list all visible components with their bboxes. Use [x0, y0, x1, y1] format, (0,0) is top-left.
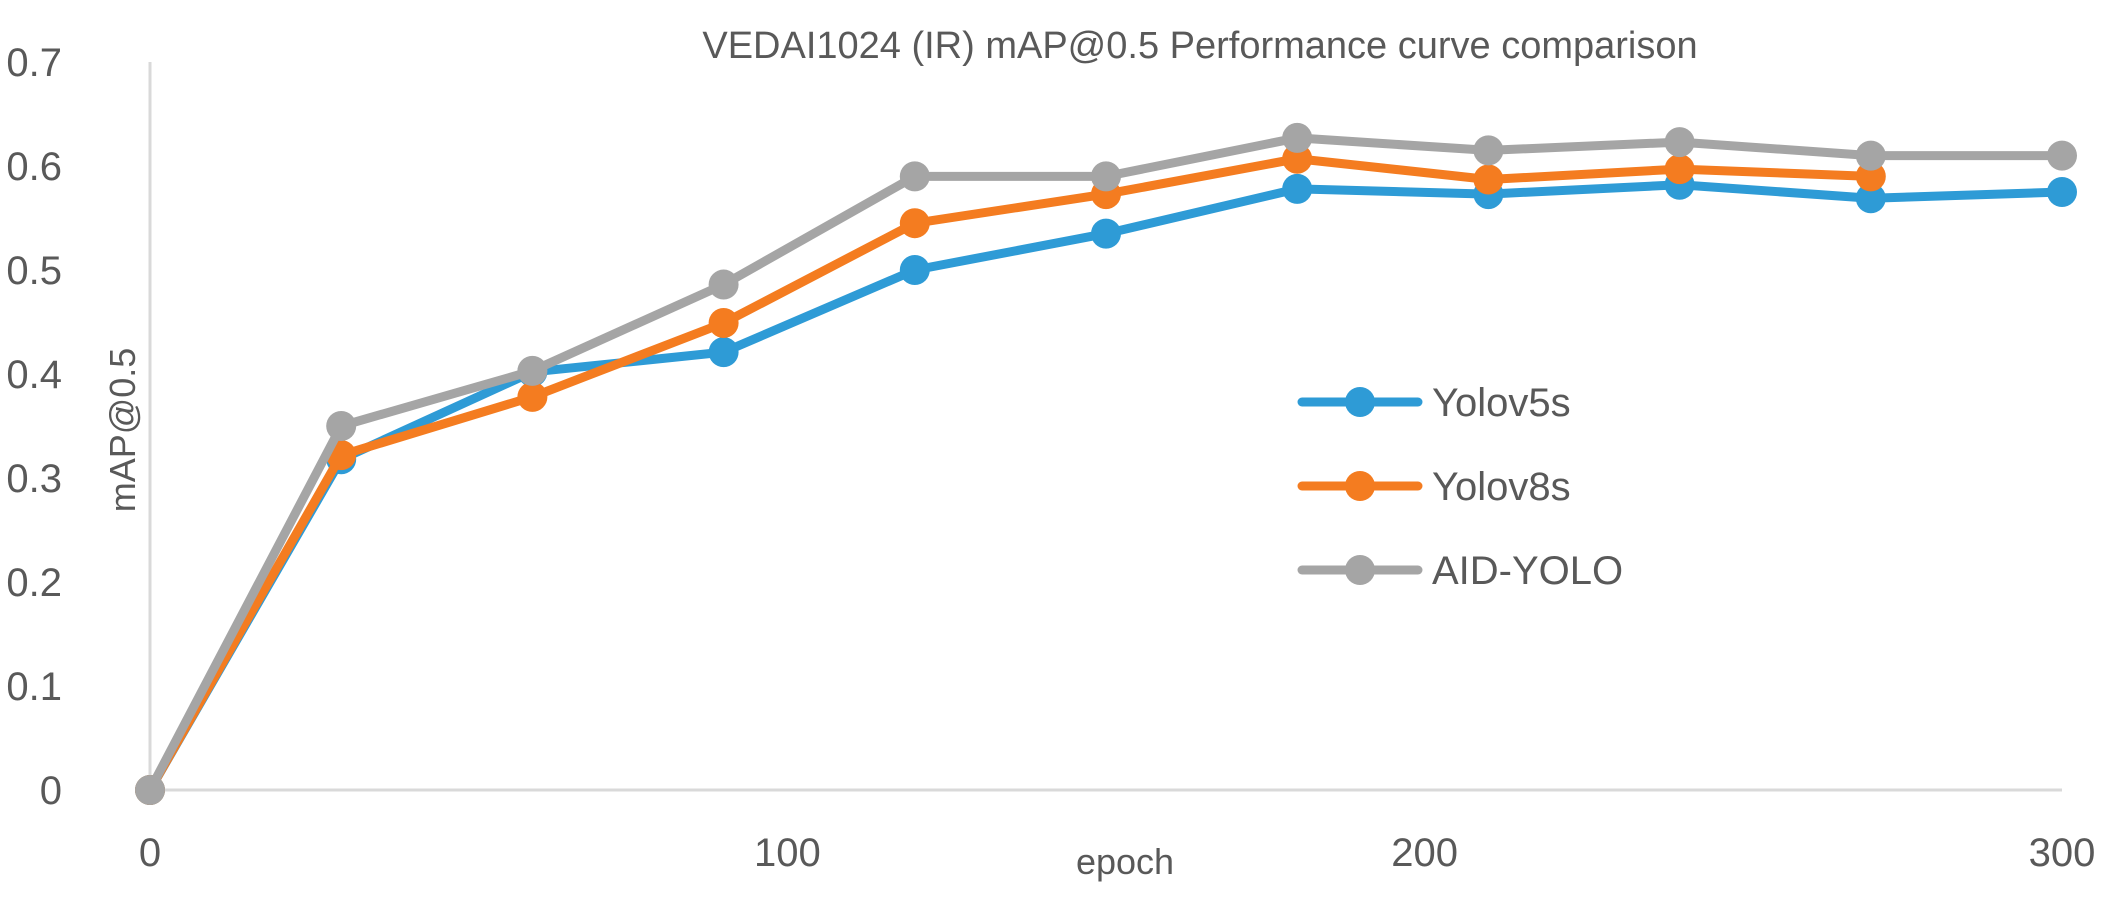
- data-point-yolov5s: [2047, 177, 2077, 207]
- legend-item-aid-yolo: AID-YOLO: [1297, 549, 1623, 593]
- y-tick-label: 0.2: [6, 561, 62, 605]
- data-point-yolov8s: [1664, 154, 1695, 185]
- data-point-yolov8s: [899, 208, 930, 239]
- x-tick-label: 300: [2029, 831, 2096, 875]
- data-point-aid-yolo: [1473, 135, 1504, 166]
- series-yolov5s: [135, 169, 2077, 805]
- data-point-aid-yolo: [1664, 127, 1695, 158]
- legend: Yolov5s Yolov8s AID-YOLO: [1297, 381, 1623, 593]
- data-point-aid-yolo: [899, 161, 930, 192]
- data-point-yolov8s: [517, 381, 548, 412]
- series-line-yolov8s: [145, 154, 1876, 795]
- x-tick-label: 200: [1391, 831, 1458, 875]
- data-point-yolov8s: [1855, 161, 1886, 192]
- x-axis-title: epoch: [1076, 841, 1174, 882]
- data-point-yolov5s: [1855, 183, 1886, 214]
- legend-item-yolov5s: Yolov5s: [1297, 381, 1571, 425]
- data-point-aid-yolo: [2047, 140, 2077, 171]
- series-yolov8s: [135, 143, 1886, 805]
- y-tick-label: 0.7: [6, 41, 62, 85]
- data-point-yolov8s: [1473, 164, 1504, 195]
- data-point-yolov8s: [708, 308, 739, 339]
- legend-label: Yolov8s: [1432, 465, 1571, 509]
- data-point-aid-yolo: [1282, 122, 1313, 153]
- chart-title: VEDAI1024 (IR) mAP@0.5 Performance curve…: [702, 25, 1697, 67]
- x-axis-ticks: 0 100 200 300: [139, 831, 2096, 875]
- data-point-aid-yolo: [326, 411, 357, 441]
- legend-item-yolov8s: Yolov8s: [1297, 465, 1571, 509]
- data-point-aid-yolo: [1855, 140, 1886, 171]
- y-axis-title: mAP@0.5: [102, 348, 143, 513]
- legend-swatch-marker: [1345, 471, 1375, 501]
- legend-label: Yolov5s: [1432, 381, 1571, 425]
- series-line-yolov5s: [145, 180, 2067, 795]
- legend-swatch-marker: [1345, 387, 1375, 417]
- data-point-yolov5s: [708, 337, 739, 368]
- y-tick-label: 0.1: [6, 665, 62, 709]
- data-point-aid-yolo: [708, 269, 739, 300]
- y-tick-label: 0: [40, 769, 62, 813]
- y-tick-label: 0.4: [6, 353, 62, 397]
- x-tick-label: 0: [139, 831, 161, 875]
- x-tick-label: 100: [754, 831, 821, 875]
- y-tick-label: 0.3: [6, 457, 62, 501]
- data-point-yolov5s: [1282, 173, 1313, 204]
- legend-label: AID-YOLO: [1432, 549, 1623, 593]
- data-point-yolov8s: [1282, 143, 1313, 174]
- data-point-aid-yolo: [135, 775, 165, 805]
- y-tick-label: 0.6: [6, 145, 62, 189]
- legend-swatch-marker: [1345, 555, 1375, 585]
- data-point-aid-yolo: [1091, 161, 1121, 192]
- y-tick-label: 0.5: [6, 249, 62, 293]
- y-axis-ticks: 0 0.1 0.2 0.3 0.4 0.5 0.6 0.7: [6, 41, 62, 813]
- data-point-yolov5s: [1091, 218, 1121, 249]
- series-layer: [135, 122, 2077, 805]
- data-point-aid-yolo: [517, 355, 548, 386]
- series-aid-yolo: [135, 122, 2077, 805]
- data-point-yolov5s: [899, 255, 930, 285]
